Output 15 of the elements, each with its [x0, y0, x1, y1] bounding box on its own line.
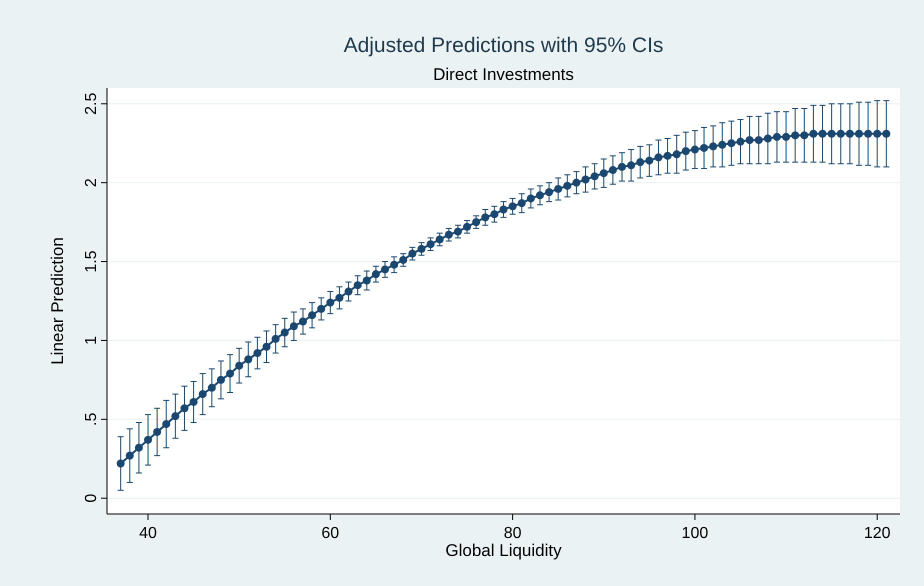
x-axis-title: Global Liquidity [445, 541, 562, 560]
y-tick-label: 1 [83, 336, 100, 345]
y-tick-label: 2.5 [83, 92, 100, 115]
chart-subtitle: Direct Investments [433, 65, 574, 84]
x-tick-label: 60 [321, 525, 340, 542]
chart-title: Adjusted Predictions with 95% CIs [344, 34, 664, 57]
y-tick-label: 1.5 [83, 250, 100, 273]
x-tick-label: 80 [504, 525, 522, 542]
y-axis-title: Linear Prediction [48, 237, 67, 365]
x-tick-label: 100 [682, 525, 708, 542]
y-tick-label: .5 [83, 412, 100, 426]
y-tick-label: 2 [83, 178, 100, 188]
y-tick-label: 0 [83, 494, 100, 503]
x-tick-label: 40 [139, 525, 158, 542]
x-tick-label: 120 [864, 525, 891, 542]
